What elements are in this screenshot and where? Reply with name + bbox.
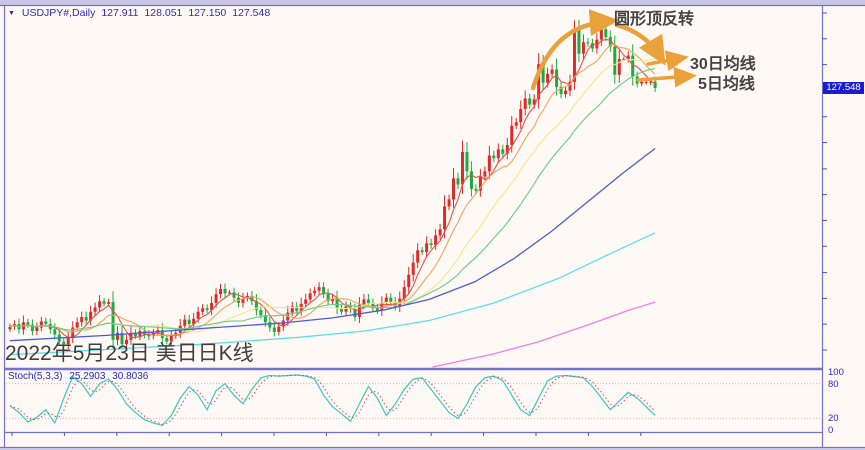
ohlc-high: 128.051 xyxy=(144,7,183,19)
ohlc-open: 127.911 xyxy=(101,7,139,19)
current-price-badge: 127.548 xyxy=(823,82,864,94)
main-chart-pane[interactable] xyxy=(8,19,657,368)
stoch-indicator-label: Stoch(5,3,3) 25.2903 30.8036 xyxy=(8,371,152,382)
chart-frame-lines xyxy=(0,4,865,449)
stoch-axis-label: 20 xyxy=(828,413,839,425)
stoch-axis-label: 80 xyxy=(828,378,839,390)
ohlc-close: 127.548 xyxy=(232,7,271,19)
stoch-value-d: 30.8036 xyxy=(112,371,149,382)
symbol-dropdown-icon[interactable]: ▼ xyxy=(8,10,15,17)
stoch-axis-label: 100 xyxy=(828,367,844,378)
annotation-arrows xyxy=(530,9,697,91)
price-axis[interactable]: 131.820130.350128.880127.410125.910124.4… xyxy=(822,5,865,368)
annotation-round-top-reversal: 圆形顶反转 xyxy=(614,11,695,28)
ohlc-low: 127.150 xyxy=(188,7,227,19)
window-top-strip xyxy=(0,0,865,5)
window-bottom-strip xyxy=(0,448,865,450)
date-axis[interactable]: 22 Oct 20219 Nov 202125 Nov 202113 Dec 2… xyxy=(0,432,822,448)
symbol-name: USDJPY#,Daily xyxy=(21,7,96,19)
annotation-ma5-label: 5日均线 xyxy=(698,76,755,93)
stoch-value-k: 25.2903 xyxy=(69,371,106,382)
stoch-axis-label: 0 xyxy=(828,425,834,436)
symbol-info: ▼ USDJPY#,Daily 127.911 128.051 127.150 … xyxy=(8,7,273,19)
stoch-name: Stoch(5,3,3) xyxy=(8,371,63,382)
annotation-ma30-label: 30日均线 xyxy=(690,56,756,73)
stoch-indicator-pane[interactable] xyxy=(6,374,821,427)
chart-caption: 2022年5月23日 美日日K线 xyxy=(5,342,254,365)
